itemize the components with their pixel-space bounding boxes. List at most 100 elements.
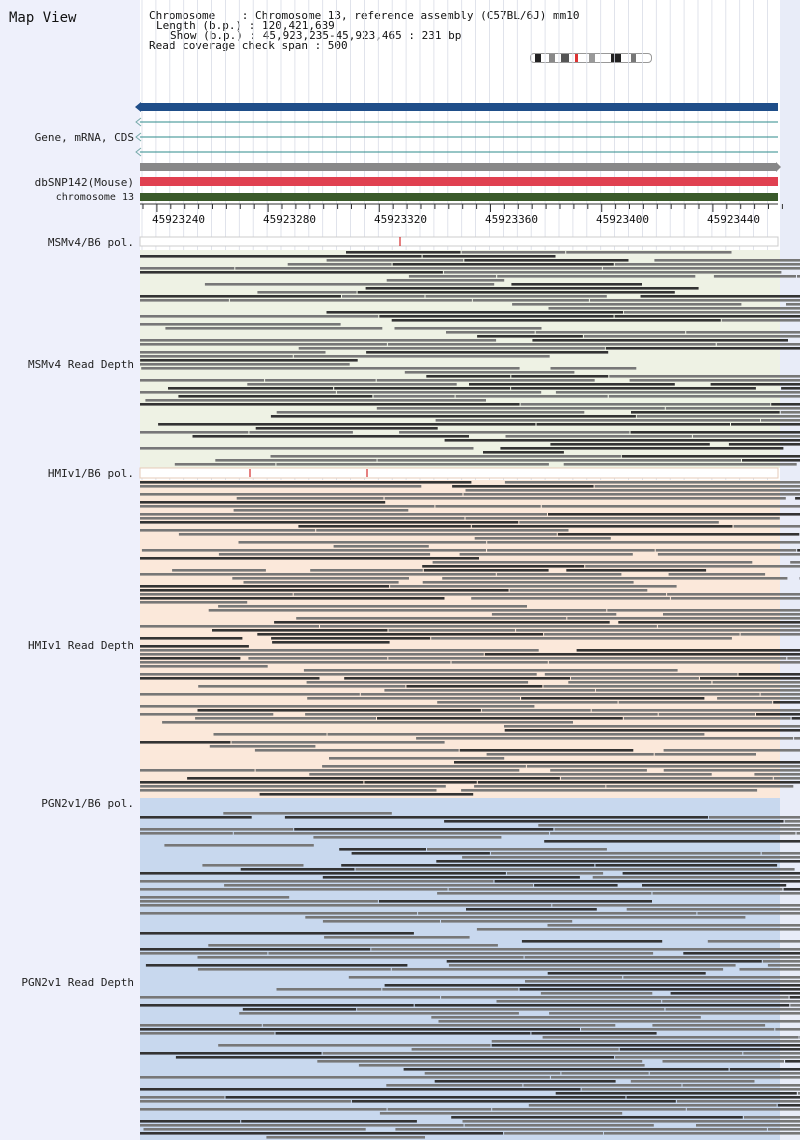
sequencing-read [317, 1060, 643, 1063]
sequencing-read [218, 553, 431, 556]
sequencing-read [472, 299, 589, 302]
sequencing-read [432, 561, 753, 564]
sequencing-read [168, 387, 334, 390]
sequencing-read [686, 1108, 800, 1111]
sequencing-read [742, 459, 800, 462]
sequencing-read [505, 435, 692, 438]
sequencing-read [298, 347, 605, 350]
sequencing-read [376, 379, 595, 382]
sequencing-read [140, 693, 360, 696]
sequencing-read [235, 267, 602, 270]
sequencing-read [140, 912, 418, 915]
sequencing-read [662, 1060, 784, 1063]
sequencing-read [491, 1040, 800, 1043]
sequencing-read [566, 251, 732, 254]
sequencing-read [511, 387, 756, 390]
sequencing-read [165, 327, 383, 330]
sequencing-read [140, 271, 443, 274]
sequencing-read [707, 940, 800, 943]
sequencing-read [568, 681, 712, 684]
feature-tracks [135, 102, 783, 810]
sequencing-read [422, 581, 634, 584]
sequencing-read [344, 677, 570, 680]
sequencing-read [249, 431, 353, 434]
sequencing-read [544, 633, 740, 636]
sequencing-read [322, 1052, 743, 1055]
sequencing-read [140, 645, 249, 648]
sequencing-read [713, 275, 796, 278]
sequencing-read [605, 347, 800, 350]
sequencing-read [316, 529, 569, 532]
sequencing-read [657, 625, 800, 628]
sequencing-read [255, 769, 520, 772]
sequencing-read [670, 992, 800, 995]
sequencing-read [550, 832, 796, 835]
sequencing-read [140, 323, 341, 326]
ideogram-band [549, 54, 555, 62]
show-range-info: Show (b.p.) : 45,923,235-45,923,465 : 23… [170, 29, 462, 42]
sequencing-read [663, 769, 800, 772]
sequencing-read [773, 701, 800, 704]
sequencing-read [434, 1080, 616, 1083]
sequencing-read [483, 451, 564, 454]
sequencing-read [797, 549, 800, 552]
msm-pol-track [139, 236, 779, 247]
sequencing-read [521, 940, 663, 943]
sequencing-read [140, 661, 451, 664]
ruler-tick-label: 45923320 [374, 213, 427, 226]
sequencing-read [215, 459, 377, 462]
sequencing-read [140, 1100, 351, 1103]
sequencing-read [140, 505, 435, 508]
sequencing-read [728, 443, 800, 446]
sequencing-read [140, 900, 378, 903]
sequencing-read [663, 613, 800, 616]
sequencing-read [557, 533, 800, 536]
sequencing-read [783, 888, 800, 891]
sequencing-read [786, 303, 800, 306]
sequencing-read [683, 952, 800, 955]
reads-layer [140, 251, 800, 1139]
sequencing-read [740, 633, 800, 636]
sequencing-read [464, 1124, 654, 1127]
sequencing-read [729, 1068, 800, 1071]
sequencing-read [140, 1024, 262, 1027]
sequencing-read [202, 864, 304, 867]
sequencing-read [686, 331, 800, 334]
sequencing-read [140, 677, 320, 680]
sequencing-read [140, 948, 371, 951]
sequencing-read [506, 872, 604, 875]
sequencing-read [140, 625, 319, 628]
sequencing-read [333, 545, 429, 548]
chromosome-ideogram[interactable] [530, 53, 652, 63]
sequencing-read [465, 517, 780, 520]
sequencing-read [436, 860, 800, 863]
sequencing-read [762, 960, 800, 963]
sequencing-read [509, 589, 648, 592]
sequencing-read [789, 996, 800, 999]
sequencing-read [387, 1108, 492, 1111]
sequencing-read [384, 497, 786, 500]
sequencing-read [665, 1008, 800, 1011]
sequencing-read [474, 785, 606, 788]
sequencing-read [629, 379, 800, 382]
sequencing-read [708, 816, 800, 819]
sequencing-read [140, 379, 265, 382]
sequencing-read [496, 573, 622, 576]
sequencing-read [408, 275, 497, 278]
sequencing-read [504, 725, 800, 728]
sequencing-read [697, 912, 800, 915]
sequencing-read [392, 263, 614, 266]
sequencing-read [767, 1128, 800, 1131]
sequencing-read [293, 355, 550, 358]
msm-depth-label: MSMv4 Read Depth [28, 358, 134, 371]
hmi-depth-label: HMIv1 Read Depth [28, 639, 134, 652]
sequencing-read [140, 888, 448, 891]
sequencing-read [614, 315, 800, 318]
sequencing-read [358, 1064, 645, 1067]
sequencing-read [140, 828, 294, 831]
sequencing-read [140, 832, 233, 835]
sequencing-read [658, 713, 755, 716]
sequencing-read [141, 367, 520, 370]
sequencing-read [238, 541, 487, 544]
